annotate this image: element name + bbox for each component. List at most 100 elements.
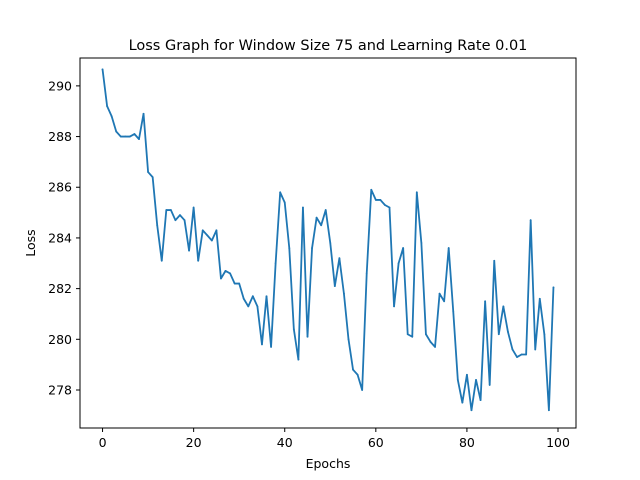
data-point	[434, 346, 436, 348]
data-point	[160, 259, 163, 262]
data-point	[215, 229, 218, 232]
data-point	[338, 257, 341, 260]
data-point	[224, 269, 227, 272]
data-point	[302, 206, 304, 209]
data-point	[493, 259, 496, 262]
data-point	[210, 239, 213, 242]
data-point	[406, 333, 409, 336]
y-tick-label: 290	[48, 78, 72, 93]
y-tick-label: 288	[48, 129, 72, 144]
data-point	[115, 130, 118, 133]
data-point	[151, 176, 154, 179]
loss-data-points	[101, 68, 555, 412]
data-point	[411, 335, 414, 338]
y-tick-label: 282	[48, 281, 72, 296]
data-point	[133, 133, 136, 135]
data-point	[147, 171, 149, 173]
y-axis-ticks: 278 280 282 284 286 288 290	[48, 78, 80, 397]
data-point	[101, 68, 104, 71]
data-point	[511, 348, 514, 351]
data-point	[220, 277, 222, 280]
data-point	[206, 234, 209, 237]
data-point	[447, 247, 450, 249]
data-point	[343, 292, 345, 295]
data-point	[534, 348, 537, 351]
data-point	[106, 105, 109, 108]
data-point	[461, 401, 464, 404]
data-point	[156, 224, 159, 227]
data-point	[520, 353, 523, 356]
data-point	[165, 209, 168, 211]
data-point	[352, 368, 354, 371]
data-point	[374, 199, 377, 201]
y-tick-label: 286	[48, 180, 72, 195]
data-point	[128, 135, 131, 138]
x-axis-ticks: 0 20 40 60 80 100	[99, 428, 570, 450]
data-point	[110, 115, 113, 118]
data-point	[288, 247, 291, 249]
x-tick-label: 0	[99, 435, 107, 450]
data-point	[233, 282, 236, 285]
data-point	[484, 300, 487, 303]
data-point	[488, 384, 491, 386]
data-point	[124, 135, 127, 138]
data-point	[261, 343, 263, 346]
data-point	[265, 295, 268, 298]
data-point	[516, 356, 518, 358]
data-point	[370, 188, 373, 191]
data-point	[142, 112, 145, 115]
data-point	[529, 219, 532, 222]
x-tick-label: 40	[277, 435, 293, 450]
data-point	[247, 305, 250, 308]
data-point	[420, 242, 423, 244]
data-point	[192, 206, 195, 209]
x-tick-label: 20	[186, 435, 202, 450]
data-point	[538, 297, 541, 300]
data-point	[201, 229, 204, 232]
data-point	[438, 292, 441, 295]
data-point	[452, 310, 455, 313]
x-tick-label: 60	[368, 435, 384, 450]
x-tick-label: 80	[459, 435, 475, 450]
data-point	[361, 389, 364, 391]
data-point	[306, 335, 309, 338]
data-point	[188, 249, 190, 252]
data-point	[324, 209, 327, 211]
axes-frame	[79, 57, 577, 429]
y-axis-label: Loss	[23, 229, 38, 256]
x-tick-label: 100	[546, 435, 570, 450]
data-point	[547, 409, 550, 412]
data-point	[397, 262, 400, 265]
loss-series-line	[101, 68, 555, 412]
data-point	[497, 333, 500, 336]
data-point	[315, 216, 318, 219]
data-point	[256, 305, 259, 308]
data-point	[443, 300, 446, 303]
data-point	[402, 247, 405, 249]
data-point	[466, 373, 468, 376]
data-point	[479, 399, 482, 402]
data-point	[388, 206, 391, 209]
data-point	[283, 201, 286, 204]
data-point	[292, 328, 295, 331]
data-point	[297, 358, 300, 361]
data-point	[347, 338, 350, 341]
data-point	[365, 272, 368, 275]
data-point	[138, 138, 140, 140]
data-point	[251, 295, 254, 298]
data-point	[169, 209, 172, 211]
data-point	[525, 353, 528, 356]
data-point	[238, 282, 241, 285]
data-point	[475, 378, 477, 381]
y-tick-label: 278	[48, 382, 72, 397]
x-axis-label: Epochs	[306, 456, 351, 471]
data-point	[279, 191, 282, 194]
data-point	[179, 214, 181, 217]
data-point	[197, 259, 200, 262]
data-point	[502, 305, 505, 308]
data-point	[456, 378, 459, 381]
data-point	[429, 340, 432, 343]
data-point	[507, 330, 509, 333]
